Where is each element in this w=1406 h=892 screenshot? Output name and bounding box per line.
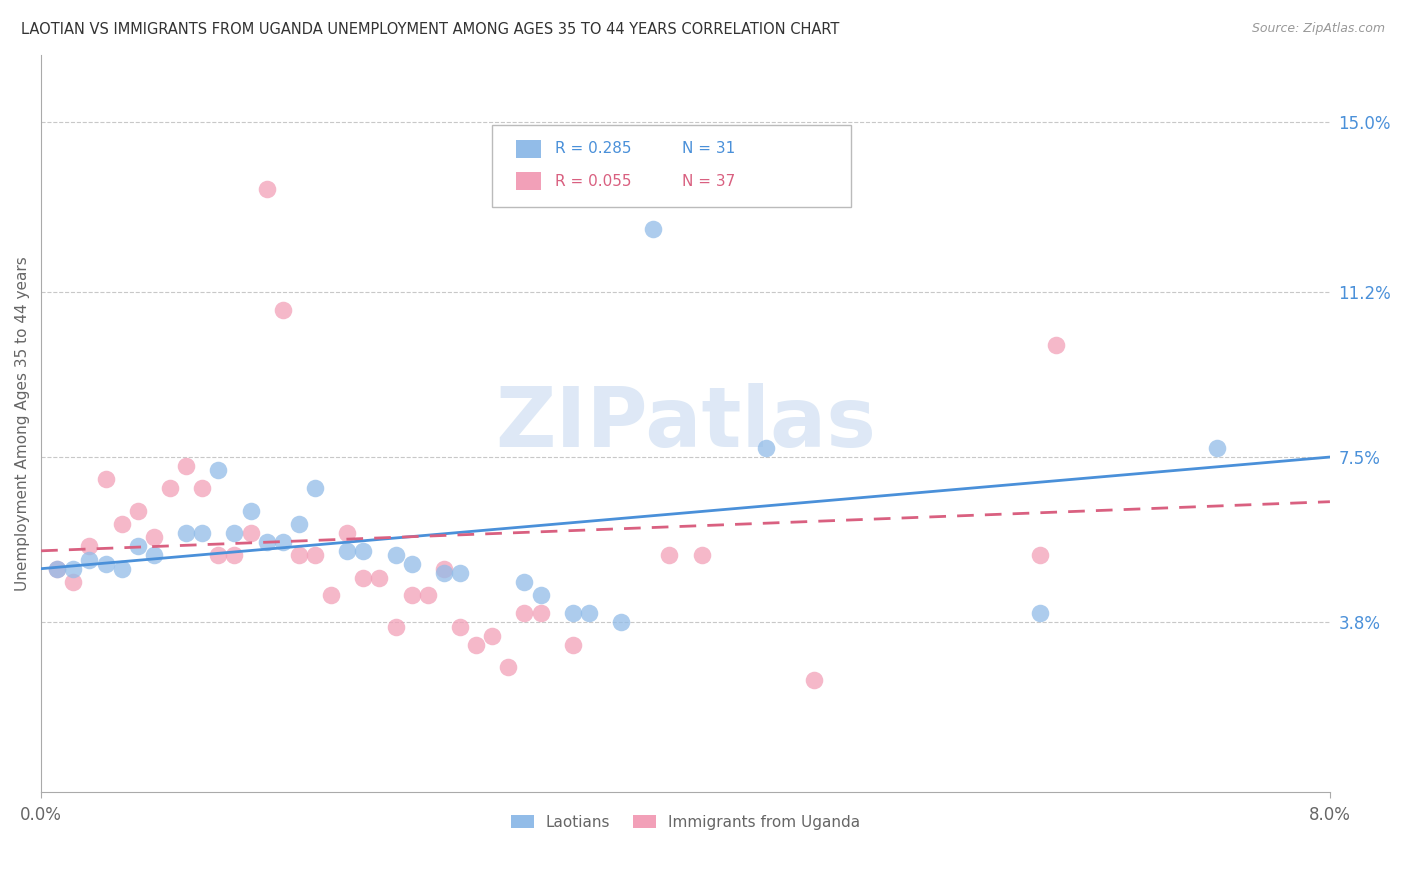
- Point: [94, 472, 117, 486]
- Point: [207, 463, 229, 477]
- Point: [319, 589, 342, 603]
- Point: [142, 530, 165, 544]
- Point: [127, 503, 149, 517]
- Point: [578, 607, 600, 621]
- Point: [79, 553, 101, 567]
- Point: [352, 571, 374, 585]
- Point: [465, 638, 488, 652]
- Point: [449, 620, 471, 634]
- Text: R = 0.285: R = 0.285: [555, 142, 631, 156]
- Point: [239, 525, 262, 540]
- Point: [62, 575, 84, 590]
- Text: Source: ZipAtlas.com: Source: ZipAtlas.com: [1251, 22, 1385, 36]
- Text: ZIPatlas: ZIPatlas: [495, 383, 876, 464]
- Point: [1029, 607, 1052, 621]
- Point: [336, 525, 359, 540]
- Point: [384, 620, 406, 634]
- Point: [352, 544, 374, 558]
- Point: [803, 673, 825, 688]
- Point: [224, 549, 246, 563]
- Text: R = 0.055: R = 0.055: [555, 174, 631, 188]
- Point: [304, 549, 326, 563]
- Legend: Laotians, Immigrants from Uganda: Laotians, Immigrants from Uganda: [505, 809, 866, 836]
- Point: [111, 562, 134, 576]
- Point: [498, 660, 520, 674]
- Text: N = 31: N = 31: [682, 142, 735, 156]
- Point: [384, 549, 406, 563]
- Point: [513, 607, 536, 621]
- Point: [191, 525, 214, 540]
- Point: [658, 549, 681, 563]
- Point: [239, 503, 262, 517]
- Point: [1045, 338, 1067, 352]
- Point: [433, 566, 456, 581]
- Point: [174, 525, 197, 540]
- Point: [111, 516, 134, 531]
- Point: [1029, 549, 1052, 563]
- Point: [561, 607, 583, 621]
- Point: [224, 525, 246, 540]
- Point: [561, 638, 583, 652]
- Point: [207, 549, 229, 563]
- Point: [416, 589, 439, 603]
- Point: [127, 540, 149, 554]
- Point: [449, 566, 471, 581]
- Point: [304, 481, 326, 495]
- Point: [288, 516, 311, 531]
- Text: LAOTIAN VS IMMIGRANTS FROM UGANDA UNEMPLOYMENT AMONG AGES 35 TO 44 YEARS CORRELA: LAOTIAN VS IMMIGRANTS FROM UGANDA UNEMPL…: [21, 22, 839, 37]
- Point: [643, 222, 665, 236]
- Point: [433, 562, 456, 576]
- Point: [174, 458, 197, 473]
- Point: [513, 575, 536, 590]
- Point: [690, 549, 713, 563]
- Point: [159, 481, 181, 495]
- Point: [256, 182, 278, 196]
- Text: N = 37: N = 37: [682, 174, 735, 188]
- Point: [755, 441, 778, 455]
- Point: [46, 562, 69, 576]
- Point: [79, 540, 101, 554]
- Point: [610, 615, 633, 630]
- Y-axis label: Unemployment Among Ages 35 to 44 years: Unemployment Among Ages 35 to 44 years: [15, 256, 30, 591]
- Point: [271, 302, 294, 317]
- Point: [481, 629, 503, 643]
- Point: [256, 534, 278, 549]
- Point: [288, 549, 311, 563]
- Point: [336, 544, 359, 558]
- Point: [529, 589, 551, 603]
- Point: [529, 607, 551, 621]
- Point: [401, 589, 423, 603]
- Point: [271, 534, 294, 549]
- Point: [62, 562, 84, 576]
- Point: [94, 558, 117, 572]
- Point: [368, 571, 391, 585]
- Point: [46, 562, 69, 576]
- Point: [401, 558, 423, 572]
- Point: [1206, 441, 1229, 455]
- Point: [142, 549, 165, 563]
- Point: [191, 481, 214, 495]
